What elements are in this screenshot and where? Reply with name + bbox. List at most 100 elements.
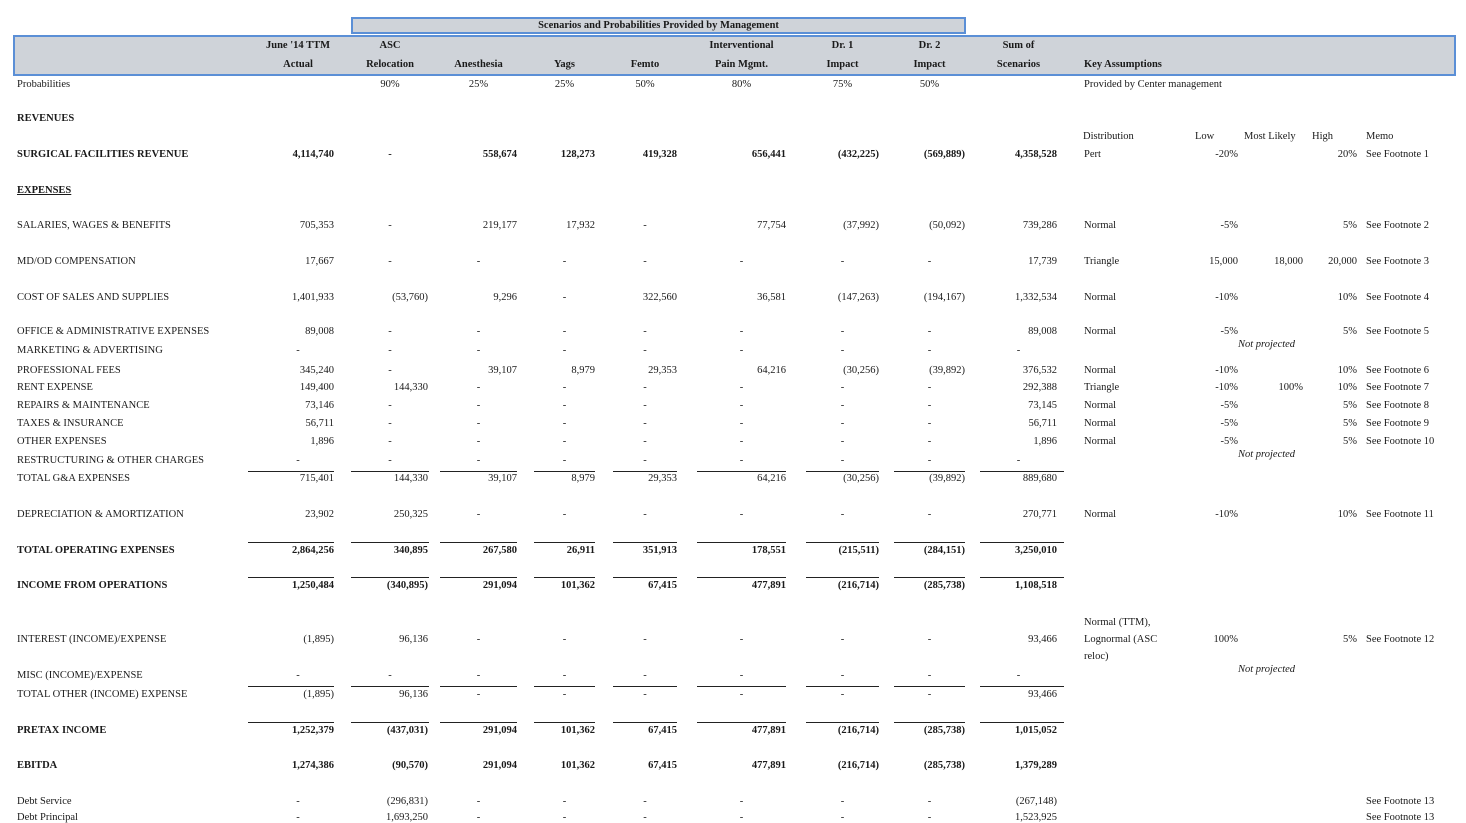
- total-rule: [534, 542, 595, 543]
- row-value: 558,674: [482, 149, 517, 160]
- low-value: -10%: [1215, 382, 1238, 393]
- row-value: -: [388, 436, 392, 447]
- row-value: -: [840, 796, 845, 807]
- low-value: -5%: [1220, 326, 1239, 337]
- high-value: 10%: [1337, 382, 1357, 393]
- high-value: 10%: [1337, 292, 1357, 303]
- row-value: 73,145: [1028, 400, 1057, 411]
- row-label-professional: PROFESSIONAL FEES: [17, 365, 121, 376]
- memo-value: See Footnote 2: [1366, 220, 1429, 231]
- row-value: (285,738): [923, 580, 965, 591]
- row-value: -: [739, 812, 744, 823]
- total-rule: [894, 722, 965, 723]
- row-value: 39,107: [488, 473, 517, 484]
- row-value: 419,328: [642, 149, 677, 160]
- row-value: -: [840, 689, 845, 700]
- row-value: 291,094: [482, 725, 517, 736]
- row-label-total-other: TOTAL OTHER (INCOME) EXPENSE: [17, 689, 188, 700]
- column-header-line1: Dr. 2: [918, 40, 941, 51]
- row-label-rent: RENT EXPENSE: [17, 382, 93, 393]
- row-value: -: [840, 256, 845, 267]
- row-label-restructuring: RESTRUCTURING & OTHER CHARGES: [17, 455, 204, 466]
- row-value: (216,714): [837, 580, 879, 591]
- memo-value: See Footnote 7: [1366, 382, 1429, 393]
- row-value: (285,738): [923, 760, 965, 771]
- row-value: -: [562, 256, 567, 267]
- row-value: 93,466: [1028, 634, 1057, 645]
- low-value: -20%: [1215, 149, 1238, 160]
- row-value: -: [388, 455, 392, 466]
- total-rule: [806, 722, 879, 723]
- row-label-surgical: SURGICAL FACILITIES REVENUE: [17, 149, 189, 160]
- row-value: -: [739, 670, 744, 681]
- row-label-repairs: REPAIRS & MAINTENANCE: [17, 400, 150, 411]
- total-rule: [980, 722, 1064, 723]
- row-label-office: OFFICE & ADMINISTRATIVE EXPENSES: [17, 326, 210, 337]
- row-value: (216,714): [837, 725, 879, 736]
- row-value: 477,891: [751, 580, 786, 591]
- column-header-line1: Dr. 1: [831, 40, 854, 51]
- row-value: 4,114,740: [292, 149, 334, 160]
- row-value: -: [1016, 345, 1021, 356]
- total-rule: [806, 686, 879, 687]
- low-value: -10%: [1215, 292, 1238, 303]
- row-value: 1,693,250: [386, 812, 428, 823]
- total-rule: [351, 577, 429, 578]
- most-likely-value: 100%: [1278, 382, 1304, 393]
- row-value: 75%: [832, 79, 853, 90]
- not-projected-note: Not projected: [1238, 339, 1296, 350]
- row-value: 477,891: [751, 725, 786, 736]
- row-value: -: [562, 382, 567, 393]
- row-value: (30,256): [843, 473, 879, 484]
- row-value: 17,932: [566, 220, 595, 231]
- probabilities-note: Provided by Center management: [1084, 79, 1222, 90]
- total-rule: [806, 471, 879, 472]
- row-value: 50%: [919, 79, 940, 90]
- high-value: 10%: [1337, 509, 1357, 520]
- row-value: (215,511): [838, 545, 879, 556]
- total-rule: [613, 542, 677, 543]
- row-value: 25%: [468, 79, 489, 90]
- row-value: 656,441: [751, 149, 786, 160]
- row-value: 739,286: [1022, 220, 1057, 231]
- row-value: 8,979: [571, 473, 595, 484]
- total-rule: [351, 542, 429, 543]
- row-value: 2,864,256: [292, 545, 334, 556]
- total-rule: [248, 577, 334, 578]
- row-value: 1,252,379: [292, 725, 334, 736]
- row-value: (437,031): [386, 725, 428, 736]
- low-value: -5%: [1220, 400, 1239, 411]
- total-rule: [894, 686, 965, 687]
- row-value: -: [927, 509, 932, 520]
- row-value: 17,739: [1028, 256, 1057, 267]
- row-label-ebitda: EBITDA: [17, 760, 58, 771]
- row-value: -: [643, 400, 647, 411]
- row-value: (39,892): [929, 473, 965, 484]
- column-header-line1: Interventional: [709, 40, 774, 51]
- row-value: -: [562, 345, 567, 356]
- column-header-line2: Scenarios: [996, 59, 1041, 70]
- row-value: -: [840, 670, 845, 681]
- low-value: -10%: [1215, 365, 1238, 376]
- row-value: -: [476, 418, 481, 429]
- row-value: -: [643, 326, 647, 337]
- row-value: 56,711: [305, 418, 335, 429]
- row-value: -: [739, 256, 744, 267]
- distribution-value: Normal (TTM),: [1084, 617, 1151, 628]
- row-value: -: [388, 326, 392, 337]
- row-value: -: [562, 689, 567, 700]
- row-value: -: [476, 345, 481, 356]
- row-label-taxes: TAXES & INSURANCE: [17, 418, 124, 429]
- row-value: 101,362: [560, 760, 595, 771]
- row-value: -: [562, 634, 567, 645]
- high-value: 20,000: [1328, 256, 1357, 267]
- column-header-line1: ASC: [379, 40, 401, 51]
- total-rule: [806, 542, 879, 543]
- memo-value: See Footnote 6: [1366, 365, 1429, 376]
- row-value: 89,008: [305, 326, 334, 337]
- expenses-section-title: EXPENSES: [17, 185, 72, 196]
- row-value: -: [739, 400, 744, 411]
- row-value: 67,415: [648, 580, 677, 591]
- row-value: -: [1016, 455, 1021, 466]
- row-value: -: [927, 326, 932, 337]
